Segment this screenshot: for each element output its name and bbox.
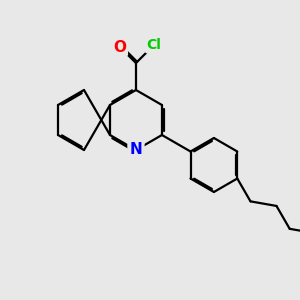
Text: N: N — [130, 142, 142, 158]
Text: Cl: Cl — [147, 38, 161, 52]
Text: O: O — [114, 40, 127, 55]
